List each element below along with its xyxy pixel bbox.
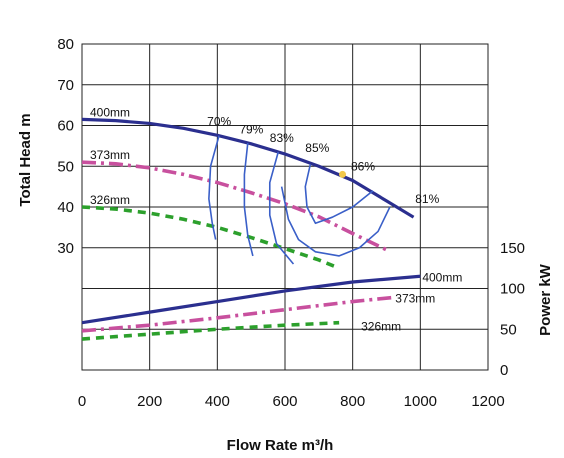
- head-curve-373mm: [81, 160, 388, 252]
- efficiency-label: 85%: [305, 141, 329, 155]
- power-curve-373mm: [81, 295, 394, 333]
- head-curve-400mm: [81, 117, 415, 219]
- efficiency-contour: [243, 142, 254, 257]
- head-curve-label: 373mm: [90, 148, 130, 162]
- x-tick-label: 800: [340, 393, 365, 410]
- best-efficiency-point-marker: [339, 170, 347, 178]
- efficiency-contour: [304, 164, 374, 225]
- efficiency-contour: [208, 135, 220, 240]
- y-tick-label-left: 40: [57, 199, 74, 216]
- efficiency-label: 79%: [239, 123, 263, 137]
- power-curve-label: 400mm: [422, 270, 462, 284]
- efficiency-contour: [280, 186, 391, 257]
- tick-layer: 0 200 400 600 800 1000 12003040506070800501001…: [57, 36, 525, 410]
- grid: [82, 44, 488, 370]
- head-curve-label: 326mm: [90, 193, 130, 207]
- y-axis-title-left: Total Head m: [17, 113, 34, 206]
- efficiency-layer: 70% 79% 83% 85% 86% 81%: [207, 115, 440, 265]
- power-curve-label: 373mm: [395, 291, 435, 305]
- head-curve-label: 400mm: [90, 105, 130, 119]
- y-tick-label-right: 0: [500, 362, 508, 379]
- power-curve-label: 326mm: [361, 320, 401, 334]
- x-tick-label: 1200: [471, 393, 504, 410]
- y-tick-label-left: 50: [57, 158, 74, 175]
- power-curve-326mm: [81, 320, 340, 341]
- y-tick-label-right: 150: [500, 240, 525, 257]
- power-curve-400mm: [81, 274, 421, 325]
- y-tick-label-left: 80: [57, 36, 74, 53]
- efficiency-label: 83%: [270, 131, 294, 145]
- y-tick-label-left: 30: [57, 240, 74, 257]
- x-tick-label: 1000: [404, 393, 437, 410]
- x-tick-label: 600: [272, 393, 297, 410]
- x-tick-label: 400: [205, 393, 230, 410]
- efficiency-label: 86%: [351, 159, 375, 173]
- y-tick-label-left: 60: [57, 118, 74, 135]
- x-tick-label: 200: [137, 393, 162, 410]
- y-tick-label-right: 50: [500, 321, 517, 338]
- x-tick-label: 0: [78, 393, 86, 410]
- y-tick-label-right: 100: [500, 281, 525, 298]
- y-axis-title-right: Power kW: [537, 263, 554, 336]
- y-tick-label-left: 70: [57, 77, 74, 94]
- series-layer: 400mm 373mm 326mm 400mm 373mm 326mm: [81, 105, 462, 341]
- head-curve-326mm: [81, 205, 340, 270]
- efficiency-contour: [268, 151, 295, 265]
- efficiency-label: 81%: [415, 192, 439, 206]
- x-axis-title: Flow Rate m³/h: [227, 437, 334, 454]
- efficiency-label: 70%: [207, 115, 231, 129]
